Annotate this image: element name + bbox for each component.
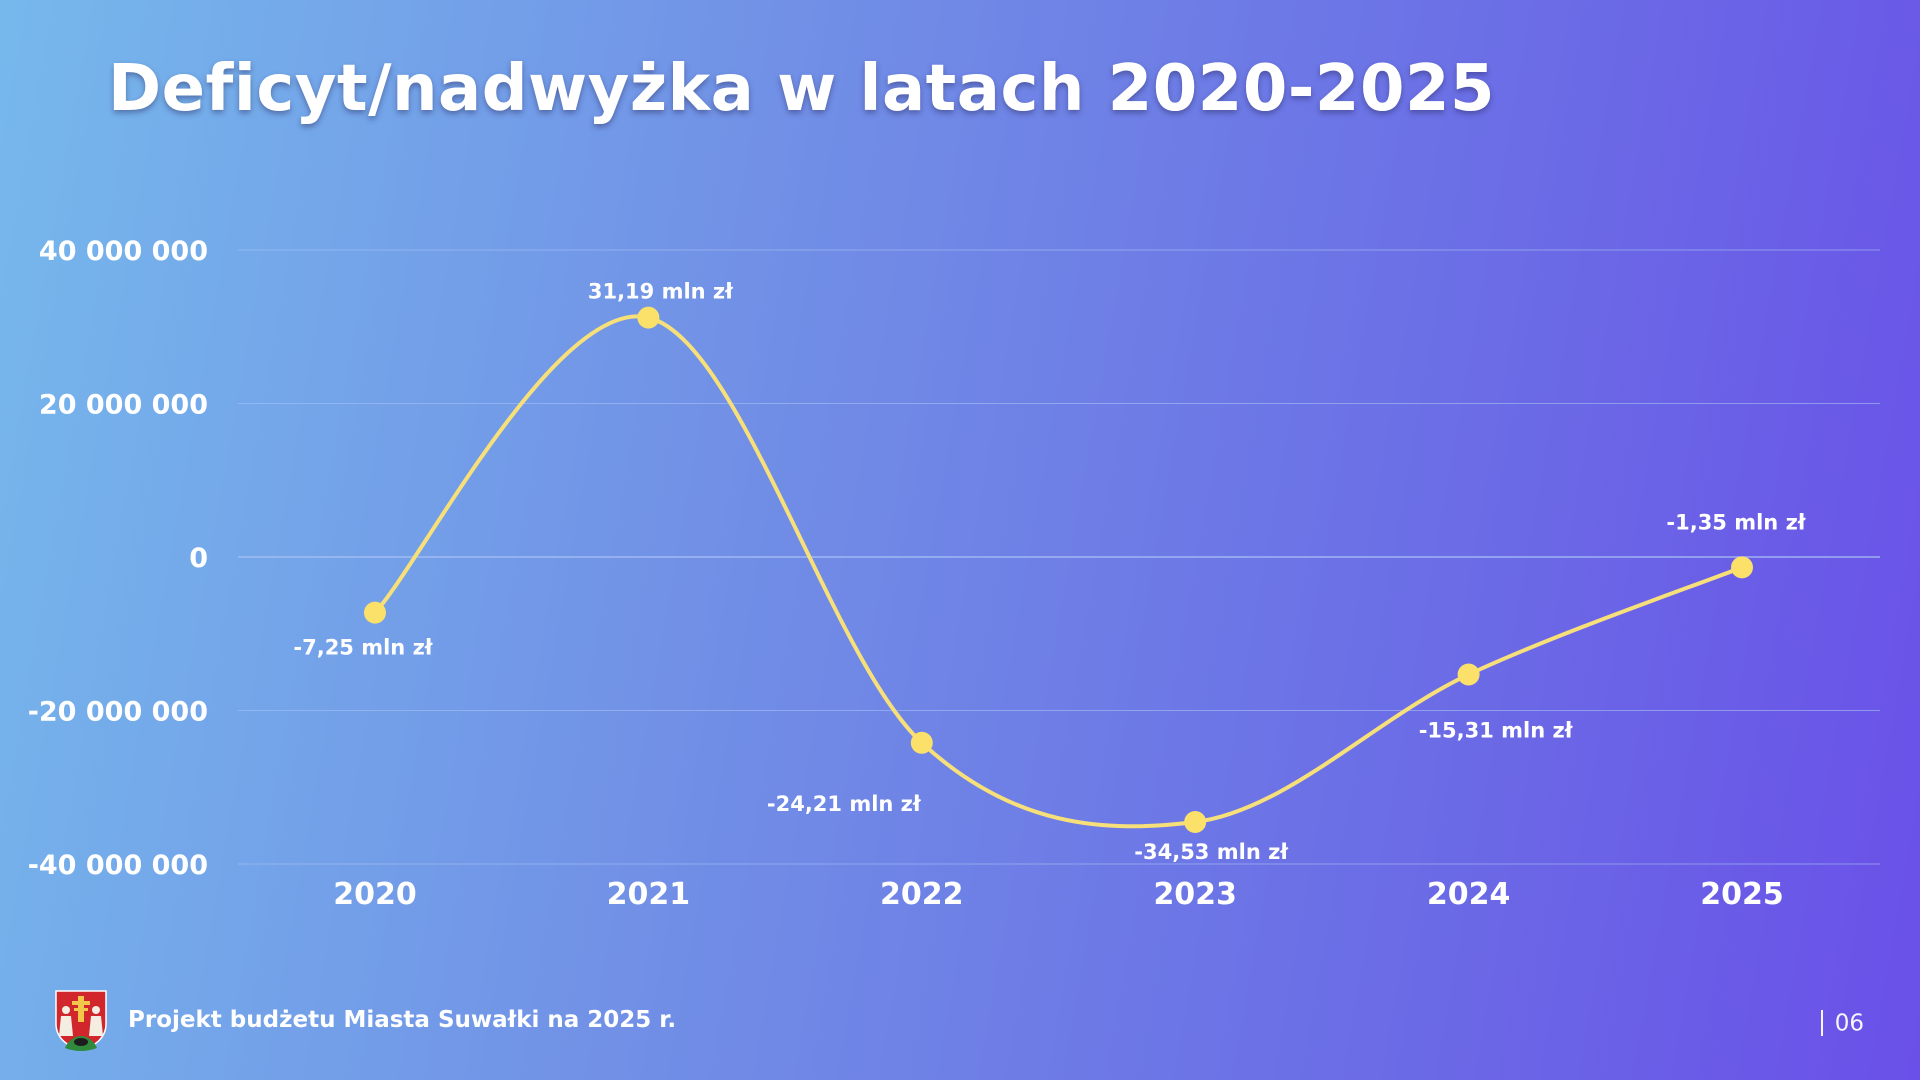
gridlines xyxy=(238,249,1880,865)
data-point xyxy=(1731,556,1753,579)
y-tick-label: 20 000 000 xyxy=(39,390,208,421)
data-point xyxy=(1457,663,1480,686)
x-tick-label: 2024 xyxy=(1427,877,1511,912)
data-labels: -7,25 mln zł 31,19 mln zł -24,21 mln zł -34… xyxy=(293,280,1806,864)
footer: Projekt budżetu Miasta Suwałki na 2025 r… xyxy=(52,988,676,1052)
x-tick-label: 2020 xyxy=(333,877,417,912)
data-label: -34,53 mln zł xyxy=(1134,840,1289,864)
x-tick-label: 2023 xyxy=(1153,877,1237,912)
y-tick-label: -40 000 000 xyxy=(28,850,208,881)
page-number-value: 06 xyxy=(1834,1010,1864,1036)
data-point xyxy=(1184,811,1207,834)
x-axis-labels: 2020 2021 2022 2023 2024 2025 xyxy=(333,877,1784,912)
data-label: -15,31 mln zł xyxy=(1419,719,1574,743)
y-axis-labels: 40 000 000 20 000 000 0 -20 000 000 -40 000 … xyxy=(28,236,208,881)
slide-title: Deficyt/nadwyżka w latach 2020-2025 xyxy=(108,52,1496,126)
y-tick-label: 0 xyxy=(189,543,208,574)
x-tick-label: 2022 xyxy=(880,877,964,912)
y-tick-label: -20 000 000 xyxy=(28,697,208,728)
data-label: -1,35 mln zł xyxy=(1666,510,1806,534)
series-line-path xyxy=(373,314,1744,829)
page-number: 06 xyxy=(1820,1010,1864,1036)
city-crest-icon xyxy=(55,990,107,1051)
data-point xyxy=(910,731,933,754)
x-tick-label: 2025 xyxy=(1700,877,1784,912)
data-points xyxy=(364,306,1753,834)
x-tick-label: 2021 xyxy=(607,877,691,912)
data-point xyxy=(364,601,386,624)
data-label: -24,21 mln zł xyxy=(767,792,922,816)
data-label: -7,25 mln zł xyxy=(293,636,433,660)
data-label: 31,19 mln zł xyxy=(588,280,734,304)
footer-text: Projekt budżetu Miasta Suwałki na 2025 r… xyxy=(128,1007,677,1033)
page-number-divider xyxy=(1820,1010,1823,1036)
data-point xyxy=(637,306,660,329)
y-tick-label: 40 000 000 xyxy=(39,236,208,267)
series-line xyxy=(373,314,1744,829)
